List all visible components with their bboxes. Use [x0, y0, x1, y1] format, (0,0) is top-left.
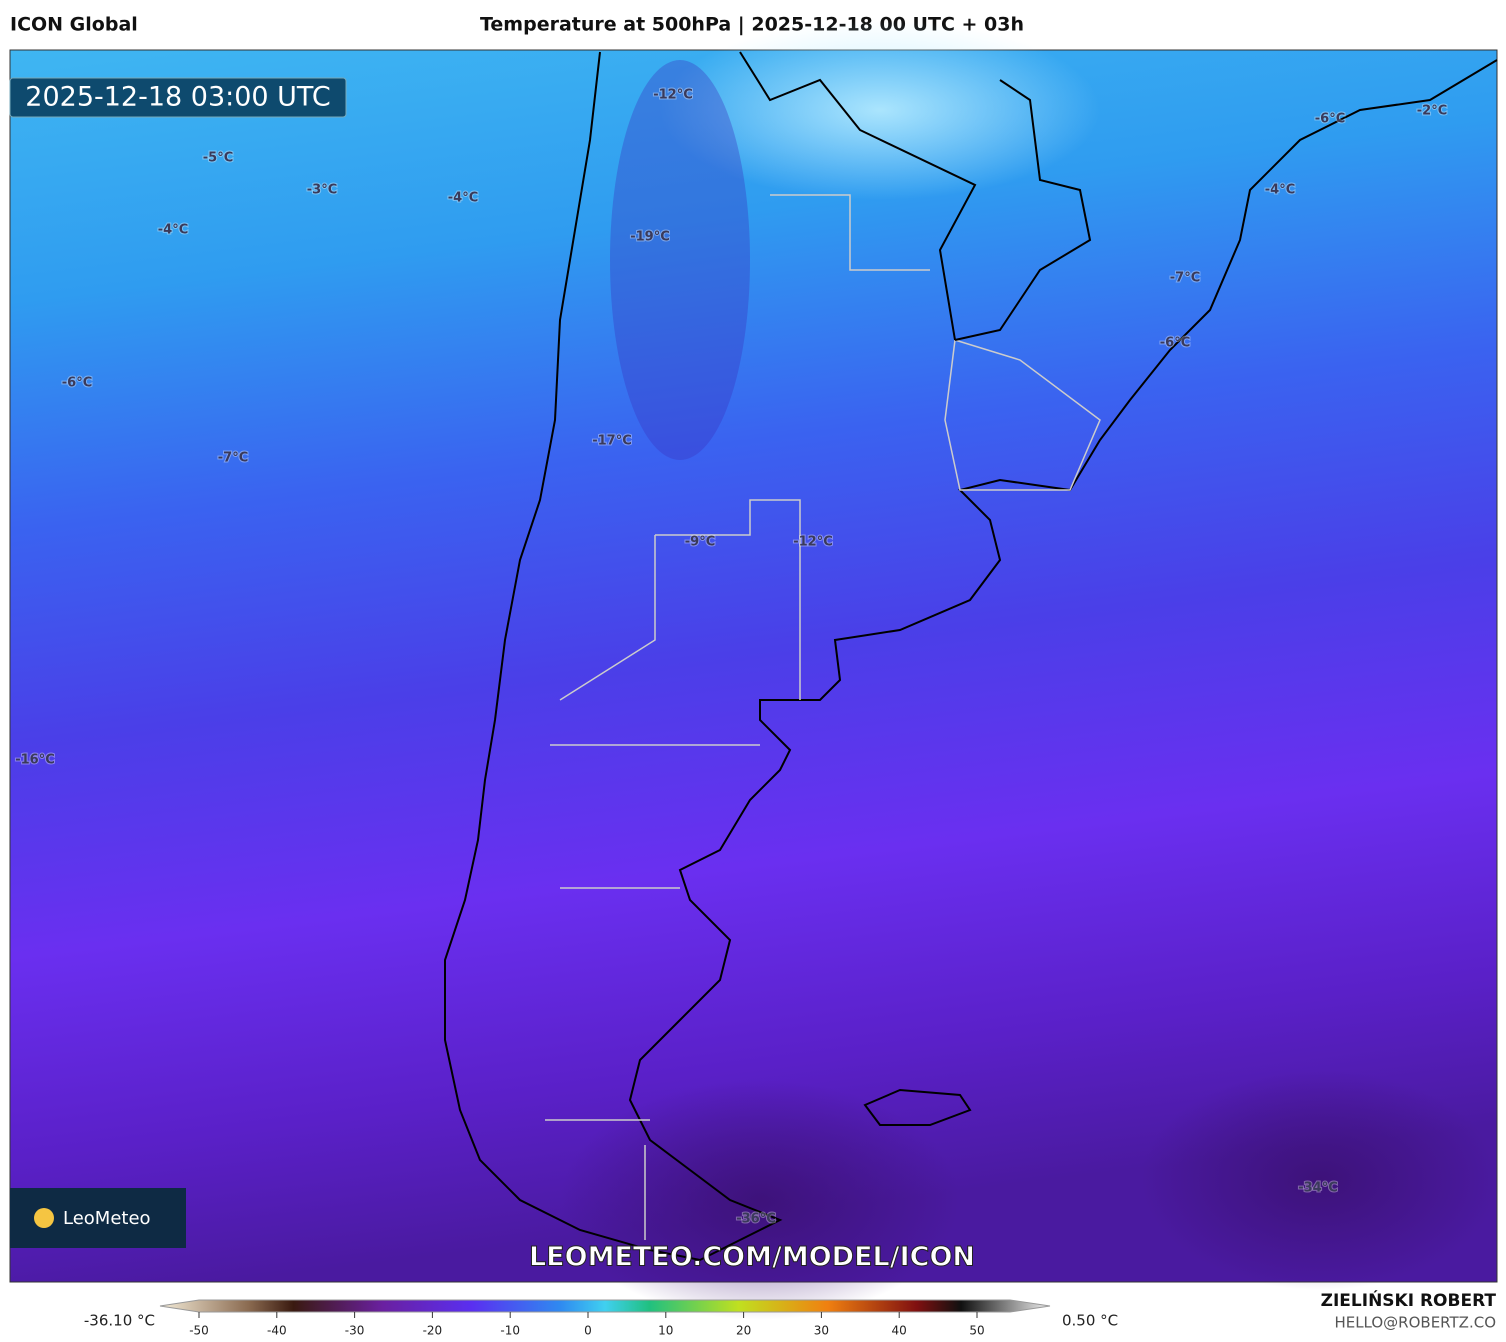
temperature-label: -4°C	[448, 191, 478, 206]
logo-text: LeoMeteo	[63, 1208, 151, 1229]
temperature-label: -7°C	[1170, 271, 1200, 286]
colorbar-tick-label: -30	[345, 1324, 365, 1338]
model-name: ICON Global	[10, 14, 138, 36]
warm-area	[660, 20, 1100, 200]
timestamp-box: 2025-12-18 03:00 UTC	[9, 77, 347, 118]
map	[9, 20, 1500, 1320]
colorbar-max: 0.50 °C	[1062, 1312, 1118, 1330]
colorbar-tick-label: -10	[500, 1324, 520, 1338]
temperature-label: -4°C	[158, 223, 188, 238]
andes-cold	[610, 60, 750, 460]
logo: LeoMeteo	[10, 1188, 186, 1248]
temperature-label: -2°C	[1417, 104, 1447, 119]
timestamp-background	[9, 77, 347, 118]
email: HELLO@ROBERTZ.CO	[1334, 1314, 1496, 1332]
temperature-label: -36°C	[736, 1212, 776, 1227]
borders	[545, 194, 1101, 1240]
temperature-label: -16°C	[15, 753, 55, 768]
colorbar-min: -36.10 °C	[84, 1312, 155, 1330]
temperature-label: -6°C	[1160, 336, 1190, 351]
colorbar-tick-label: 20	[736, 1324, 751, 1338]
temperature-label: -34°C	[1298, 1181, 1338, 1196]
temperature-label: -12°C	[793, 535, 833, 550]
logo-sun	[34, 1208, 54, 1228]
colorbar-tick-label: -20	[423, 1324, 443, 1338]
map-background	[9, 49, 1498, 1283]
colorbar-tick-label: 0	[584, 1324, 592, 1338]
colorbar-tick-label: 30	[814, 1324, 829, 1338]
temperature-label: -6°C	[62, 376, 92, 391]
url: LEOMETEO.COM/MODEL/ICON	[529, 1242, 975, 1273]
colorbar-bar	[159, 1299, 1051, 1313]
colorbar-tick-label: 40	[892, 1324, 907, 1338]
temperature-label: -5°C	[203, 151, 233, 166]
colorbar-tick-label: 50	[969, 1324, 984, 1338]
temperature-label: -3°C	[307, 183, 337, 198]
island	[863, 1088, 972, 1126]
temperature-label: -17°C	[592, 434, 632, 449]
temperature-label: -4°C	[1265, 183, 1295, 198]
colorbar-tick-label: -50	[189, 1324, 209, 1338]
cold-area	[560, 1080, 960, 1320]
colorbar: -36.10 °C 0.50 °C	[84, 1299, 1118, 1330]
colorbar-tick-label: -40	[267, 1324, 287, 1338]
temperature-label: -12°C	[653, 88, 693, 103]
temperature-label: -9°C	[685, 535, 715, 550]
colorbar-tick-label: 10	[658, 1324, 673, 1338]
temperature-label: -6°C	[1315, 112, 1345, 127]
borders	[739, 51, 1092, 341]
cold-area	[1140, 1070, 1500, 1290]
timestamp: 2025-12-18 03:00 UTC	[25, 82, 330, 113]
temperature-label: -19°C	[630, 230, 670, 245]
author: ZIELIŃSKI ROBERT	[1321, 1289, 1497, 1311]
coastline	[444, 51, 1498, 1262]
temperature-label: -7°C	[218, 451, 248, 466]
